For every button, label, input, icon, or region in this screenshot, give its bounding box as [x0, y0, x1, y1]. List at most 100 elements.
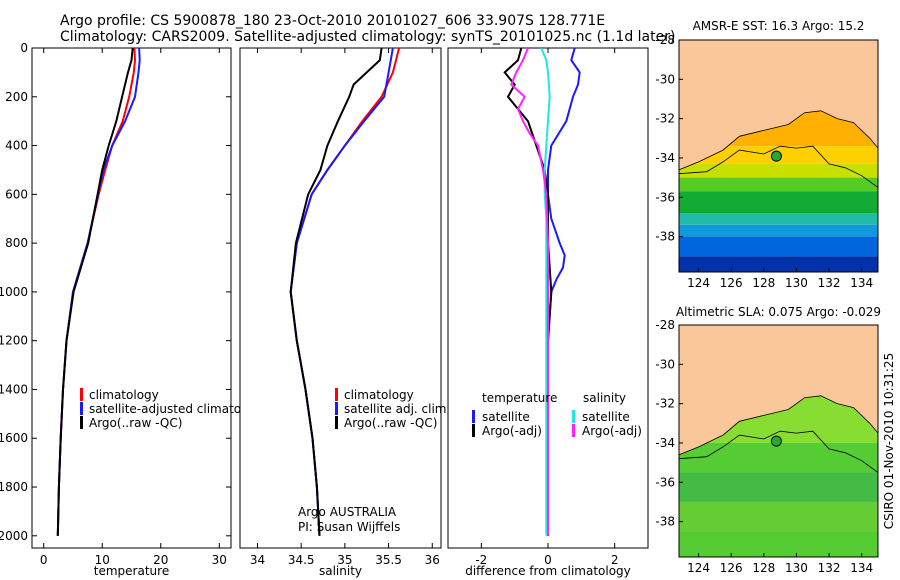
legend-swatch — [572, 410, 575, 423]
map-frame — [678, 324, 879, 558]
plot-frame — [31, 47, 232, 549]
x-tick-label: 20 — [153, 553, 168, 567]
color-band — [679, 163, 878, 178]
x-tick-label: 35 — [337, 553, 352, 567]
contour-line — [679, 430, 878, 473]
x-tick-label: 126 — [720, 561, 743, 575]
x-tick-label: 10 — [95, 553, 110, 567]
color-band — [679, 442, 878, 473]
color-band — [679, 236, 878, 257]
csiro-timestamp: CSIRO 01-Nov-2010 10:31:25 — [882, 353, 896, 529]
legend-label: Argo(-adj) — [582, 424, 642, 438]
legend-swatch — [472, 424, 475, 437]
y-tick-label: -38 — [655, 515, 675, 529]
y-tick-label: -28 — [655, 318, 675, 332]
color-band — [679, 501, 878, 532]
y-tick-label: 800 — [5, 236, 28, 250]
y-tick-label: 1000 — [0, 285, 28, 299]
x-axis-label: difference from climatology — [465, 564, 631, 578]
profile-panel-2: 34 34.5 35 35.5 36 salinity climatologysatelli… — [239, 47, 450, 578]
y-tick-label: 200 — [5, 90, 28, 104]
y-tick-label: -34 — [655, 151, 675, 165]
plot-frame — [239, 47, 442, 549]
map-title: AMSR-E SST: 16.3 Argo: 15.2 — [693, 19, 865, 33]
annotation-line: Argo AUSTRALIA — [298, 505, 397, 519]
y-tick-label: 1400 — [0, 382, 28, 396]
y-tick-label: 1200 — [0, 334, 28, 348]
legend-label: Argo(..raw -QC) — [89, 416, 182, 430]
series-group — [56, 48, 141, 536]
x-axis-label: temperature — [94, 564, 169, 578]
x-tick-label: -2 — [475, 553, 487, 567]
legend-label: satellite — [582, 410, 630, 424]
map-panel-1: 124 126 128 130 132 134 -28 -30 -32 -34 -36 -38 AMSR… — [655, 19, 879, 290]
y-tick-label: -32 — [655, 397, 675, 411]
series-group — [289, 48, 401, 536]
y-tick-label: -36 — [655, 475, 675, 489]
x-tick-label: 134 — [850, 561, 873, 575]
legend-group-title: temperature — [482, 391, 557, 405]
y-tick-label: 1600 — [0, 431, 28, 445]
land-mask — [679, 325, 878, 456]
annotation-line: PI: Susan Wijffels — [298, 520, 400, 534]
figure-title-line-1: Argo profile: CS 5900878_180 23-Oct-2010… — [60, 13, 606, 29]
legend-label: Argo(-adj) — [482, 424, 542, 438]
legend-swatch — [80, 388, 83, 401]
y-tick-label: -30 — [655, 72, 675, 86]
legend-swatch — [335, 416, 338, 429]
series-group — [503, 48, 581, 536]
series-line-argo-raw-qc- — [289, 48, 383, 536]
x-tick-label: 130 — [785, 276, 808, 290]
legend-label: satellite-adjusted climatology — [89, 402, 267, 416]
y-tick-label: 600 — [5, 187, 28, 201]
legend-label: satellite adj. clim. — [344, 402, 450, 416]
color-band — [679, 213, 878, 225]
color-band — [679, 531, 878, 557]
series-line-argo-raw-qc- — [56, 48, 134, 536]
x-tick-label: 134 — [850, 276, 873, 290]
legend-label: Argo(..raw -QC) — [344, 416, 437, 430]
x-tick-label: 34 — [250, 553, 265, 567]
x-tick-label: 30 — [212, 553, 227, 567]
y-tick-label: -38 — [655, 230, 675, 244]
map-field — [679, 325, 878, 557]
color-band — [679, 224, 878, 237]
series-line-argo-adj- — [510, 48, 549, 536]
y-tick-label: 400 — [5, 139, 28, 153]
map-panel-2: 124 126 128 130 132 134 -28 -30 -32 -34 -36 -38 Alti… — [655, 305, 881, 575]
x-tick-label: 132 — [818, 561, 841, 575]
x-tick-label: 132 — [818, 276, 841, 290]
legend-group-title: salinity — [583, 391, 626, 405]
y-tick-label: 2000 — [0, 529, 28, 543]
map-field — [679, 40, 878, 272]
y-tick-label: -36 — [655, 190, 675, 204]
land-mask — [679, 40, 878, 171]
map-title: Altimetric SLA: 0.075 Argo: -0.029 — [676, 305, 881, 319]
legend-swatch — [335, 402, 338, 415]
figure-title-line-2: Climatology: CARS2009. Satellite-adjuste… — [60, 29, 676, 45]
x-tick-label: 0 — [40, 553, 48, 567]
x-tick-label: 126 — [720, 276, 743, 290]
legend-label: climatology — [344, 388, 414, 402]
x-tick-label: 34.5 — [288, 553, 315, 567]
x-tick-label: 2 — [611, 553, 619, 567]
x-tick-label: 128 — [752, 561, 775, 575]
x-tick-label: 124 — [687, 561, 710, 575]
legend-swatch — [80, 402, 83, 415]
contour-line — [679, 145, 878, 188]
y-tick-label: -32 — [655, 112, 675, 126]
y-tick-label: -30 — [655, 357, 675, 371]
argo-position-marker — [770, 150, 782, 162]
color-band — [679, 472, 878, 502]
x-axis-label: salinity — [319, 564, 362, 578]
color-band — [679, 191, 878, 214]
x-tick-label: 124 — [687, 276, 710, 290]
y-tick-label: 0 — [20, 41, 28, 55]
y-tick-label: 1800 — [0, 480, 28, 494]
x-tick-label: 0 — [544, 553, 552, 567]
argo-position-marker — [770, 435, 782, 447]
y-tick-label: -34 — [655, 436, 675, 450]
x-tick-label: 35.5 — [375, 553, 402, 567]
profile-panel-1: 0 10 20 30 0 200 400 600 800 1000 1200 1400 1600 1800… — [0, 41, 267, 578]
